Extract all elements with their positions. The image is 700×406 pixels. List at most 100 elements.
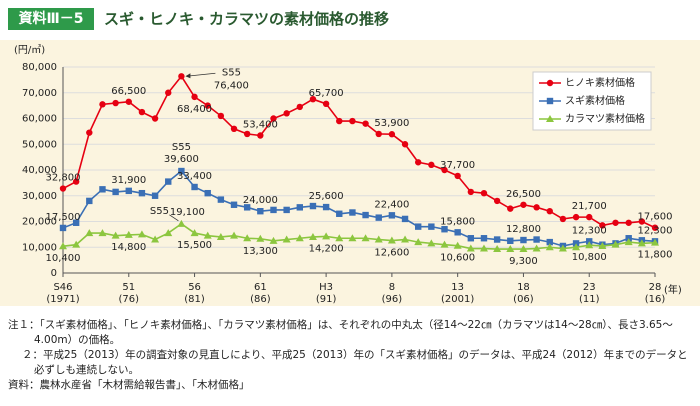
note: 注１：「スギ素材価格」、「ヒノキ素材価格」、「カラマツ素材価格」は、それぞれの中… [8, 319, 673, 346]
point [322, 232, 331, 240]
data-label: 22,400 [374, 199, 409, 210]
point [349, 117, 356, 125]
point [283, 110, 290, 117]
title: スギ・ヒノキ・カラマツの素材価格の推移 [104, 10, 390, 28]
point [190, 229, 199, 237]
x-tick-label: 56 [188, 282, 201, 293]
data-label: 33,400 [177, 171, 212, 182]
point [507, 237, 514, 245]
point [151, 235, 160, 243]
point [72, 240, 81, 248]
point [401, 215, 409, 223]
data-label: 24,000 [243, 195, 278, 206]
point [599, 222, 606, 229]
point [177, 219, 186, 227]
data-label: 39,600 [164, 154, 199, 165]
x-tick-label: 8 [389, 282, 395, 293]
point [243, 204, 251, 211]
point [612, 219, 619, 226]
point [388, 131, 396, 138]
data-label: 12,300 [638, 225, 673, 236]
point [415, 159, 422, 166]
point [441, 166, 448, 174]
point [651, 238, 659, 246]
point [270, 115, 277, 122]
annotation: S55 [172, 142, 191, 153]
point [59, 242, 67, 250]
point [454, 172, 461, 180]
point [625, 219, 632, 226]
point [257, 208, 264, 215]
x-tick-sublabel: (11) [579, 294, 600, 305]
point [611, 240, 620, 248]
legend-marker [546, 79, 554, 87]
x-tick-sublabel: (06) [513, 294, 534, 305]
point [309, 95, 317, 103]
point [362, 211, 369, 219]
point [467, 188, 475, 196]
x-tick-label: 13 [451, 282, 464, 293]
x-tick-sublabel: (16) [645, 294, 666, 305]
y-tick-label: 50,000 [22, 139, 57, 150]
point [99, 101, 106, 108]
point [191, 183, 198, 191]
legend-label: スギ素材価格 [565, 94, 625, 107]
data-label: 9,300 [509, 256, 538, 267]
point [533, 204, 540, 211]
point [230, 201, 238, 208]
point [308, 232, 317, 240]
chart: (円/㎥) (年) 0 10,000 20,000 30,000 40,000 50,000 6… [0, 40, 700, 306]
data-label: 10,600 [440, 253, 475, 264]
point [546, 238, 553, 246]
point [165, 178, 172, 185]
point [585, 241, 594, 249]
point [598, 241, 607, 249]
point [361, 234, 370, 242]
point [85, 229, 94, 237]
notes: 注１：「スギ素材価格」、「ヒノキ素材価格」、「カラマツ素材価格」は、それぞれの中… [8, 318, 692, 393]
x-tick-sublabel: (76) [119, 294, 140, 305]
data-label: 37,700 [440, 160, 475, 171]
point [374, 235, 383, 243]
point [295, 234, 304, 242]
data-label: 31,900 [111, 175, 146, 186]
x-tick-label: 61 [254, 282, 267, 293]
point [466, 244, 475, 252]
point [453, 241, 462, 249]
point [283, 206, 290, 214]
data-label: 17,500 [46, 212, 81, 223]
point [638, 218, 646, 225]
y-tick-label: 70,000 [22, 88, 57, 99]
point [558, 244, 567, 252]
point [427, 239, 436, 247]
x-tick-label: 28 [649, 282, 662, 293]
point [586, 213, 593, 221]
point [520, 236, 527, 244]
point [546, 208, 553, 215]
point [428, 161, 435, 169]
note: ２：平成25（2013）年の調査対象の見直しにより、平成25（2013）年の「ス… [22, 349, 688, 376]
point [572, 243, 581, 251]
point [414, 238, 423, 246]
y-tick-label: 10,000 [22, 242, 57, 253]
point [493, 236, 501, 243]
point [98, 229, 107, 237]
point [322, 100, 330, 108]
annotation-line [169, 214, 179, 222]
point [216, 232, 225, 240]
point [545, 243, 554, 251]
data-label: 76,400 [214, 80, 249, 91]
y-unit: (円/㎥) [14, 43, 45, 56]
point [506, 245, 515, 253]
data-label: 26,500 [506, 189, 541, 200]
data-label: 21,700 [572, 201, 607, 212]
point [72, 219, 80, 226]
x-tick-label: 18 [517, 282, 530, 293]
data-label: 17,600 [638, 212, 673, 223]
legend-marker [546, 97, 554, 105]
data-label: 14,800 [111, 242, 146, 253]
point [637, 239, 646, 247]
x-tick-sublabel: (81) [184, 294, 205, 305]
point [59, 185, 67, 192]
series-line [62, 169, 656, 247]
